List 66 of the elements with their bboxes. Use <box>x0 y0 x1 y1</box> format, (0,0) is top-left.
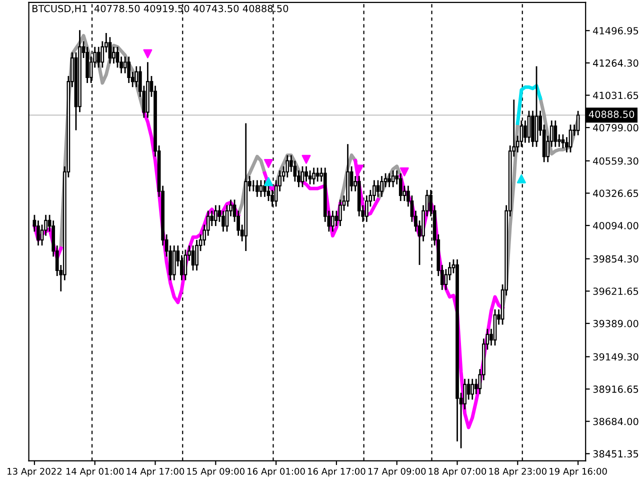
candlestick <box>391 170 395 188</box>
ref-line-label: 40888.50 <box>588 110 634 118</box>
x-tick-label: 17 Apr 09:00 <box>368 468 426 476</box>
candlestick <box>108 36 112 64</box>
line-series <box>516 84 542 125</box>
candlestick <box>127 56 131 84</box>
point <box>264 177 274 186</box>
candlestick <box>398 172 402 202</box>
y-tick-label: 39621.65 <box>593 288 638 295</box>
candlestick <box>470 378 474 400</box>
candlestick <box>255 180 259 198</box>
y-tick-label: 41031.65 <box>593 92 638 100</box>
y-tick-label: 38684.00 <box>593 418 638 426</box>
candlestick <box>561 134 565 149</box>
candlestick <box>474 378 478 395</box>
point <box>143 49 152 58</box>
x-tick-label: 18 Apr 07:00 <box>428 468 486 476</box>
candlestick <box>263 180 266 198</box>
candlestick <box>316 167 320 182</box>
candlestick <box>286 154 290 178</box>
x-tick-label: 14 Apr 01:00 <box>66 468 124 476</box>
candlestick <box>112 46 116 64</box>
candlestick <box>466 378 470 400</box>
candlestick <box>214 204 218 227</box>
candlestick <box>304 166 308 182</box>
y-tick-label: 39854.30 <box>593 255 638 263</box>
candlestick <box>576 110 580 136</box>
point <box>264 159 274 168</box>
candlestick <box>210 210 214 227</box>
x-tick-label: 16 Apr 17:00 <box>308 468 366 476</box>
candlestick <box>259 180 263 198</box>
candlestick <box>380 175 384 198</box>
candlestick <box>338 198 342 227</box>
y-tick-label: 40326.65 <box>593 190 638 198</box>
x-tick-label: 19 Apr 16:00 <box>550 468 607 476</box>
x-tick-label: 16 Apr 01:00 <box>248 468 305 476</box>
candlestick <box>96 46 100 68</box>
x-tick-label: 14 Apr 17:00 <box>126 468 184 476</box>
y-tick-label: 40094.00 <box>593 222 638 230</box>
candlestick <box>123 56 127 74</box>
x-tick-label: 15 Apr 09:00 <box>187 468 244 476</box>
x-tick-label: 13 Apr 2022 <box>8 468 62 476</box>
y-tick-label: 41264.30 <box>593 59 638 67</box>
y-tick-label: 39149.30 <box>593 353 638 361</box>
point <box>516 174 526 184</box>
candlestick <box>172 244 176 281</box>
candlestick <box>330 210 334 232</box>
point <box>400 167 409 176</box>
y-tick-label: 40799.00 <box>593 124 638 132</box>
y-tick-label: 38451.35 <box>593 450 638 458</box>
candlestick <box>554 120 558 148</box>
y-tick-label: 39389.00 <box>593 320 638 328</box>
chart-title: BTCUSD,H1 40778.50 40919.50 40743.50 40888.50 <box>32 4 288 14</box>
point <box>302 154 311 164</box>
x-tick-label: 18 Apr 23:00 <box>489 468 546 476</box>
y-tick-label: 40559.30 <box>593 157 638 165</box>
y-tick-label: 41496.95 <box>593 27 638 34</box>
candlestick <box>134 66 138 88</box>
candlestick <box>191 244 195 272</box>
candlestick <box>312 167 316 186</box>
candlestick <box>388 172 391 188</box>
candlestick <box>568 124 572 154</box>
candlestick <box>308 170 312 186</box>
candlestick <box>376 180 380 198</box>
y-tick-label: 38916.65 <box>593 386 638 393</box>
candlestick <box>527 110 531 144</box>
